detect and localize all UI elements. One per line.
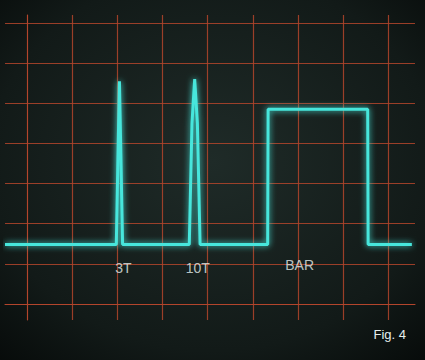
svg-text:BAR: BAR xyxy=(285,257,314,273)
svg-text:Fig. 4: Fig. 4 xyxy=(373,327,406,342)
svg-text:3T: 3T xyxy=(115,260,132,276)
svg-text:10T: 10T xyxy=(186,260,211,276)
